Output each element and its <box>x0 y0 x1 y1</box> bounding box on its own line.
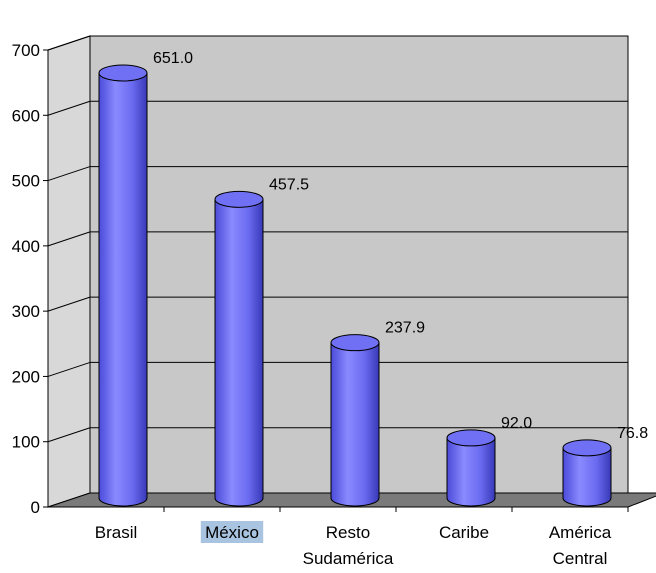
bar-cap <box>446 429 496 447</box>
bar <box>446 429 496 507</box>
y-tick-label: 700 <box>12 41 40 60</box>
bar-body <box>446 437 496 507</box>
labels: 0 100 200 300 400 500 600 700 651.0 Brasil 457.5 Mé… <box>12 41 649 568</box>
bar <box>562 439 612 507</box>
gridlines <box>47 35 628 443</box>
category-label: Sudamérica <box>303 549 394 568</box>
data-label: 457.5 <box>269 176 309 193</box>
gridline-side <box>47 100 91 116</box>
data-label: 92.0 <box>501 415 532 432</box>
bars <box>98 64 612 507</box>
category-label: Central <box>553 549 608 568</box>
data-label: 76.8 <box>617 425 648 442</box>
bar-cap <box>330 334 380 352</box>
category-label: América <box>549 523 612 542</box>
category-label: Brasil <box>95 523 138 542</box>
bar-cap <box>562 439 612 457</box>
gridline-side <box>47 231 91 247</box>
bar <box>330 334 380 507</box>
gridline-side <box>47 361 91 377</box>
bar-body <box>98 72 148 507</box>
category-label-highlight <box>200 521 264 543</box>
gridline-side <box>47 296 91 312</box>
y-tick-label: 500 <box>12 172 40 191</box>
bar <box>214 190 264 507</box>
y-tick-label: 400 <box>12 237 40 256</box>
data-label: 237.9 <box>385 320 425 337</box>
y-tick-label: 300 <box>12 302 40 321</box>
y-tick-label: 600 <box>12 106 40 125</box>
bar-cap <box>98 64 148 82</box>
bar <box>98 64 148 507</box>
category-label: Resto <box>326 523 370 542</box>
category-label: México <box>205 523 259 542</box>
category-label: Caribe <box>439 523 489 542</box>
y-tick-label: 200 <box>12 367 40 386</box>
bar-cap <box>214 190 264 208</box>
side-wall <box>47 35 91 508</box>
axes <box>43 49 629 512</box>
gridline-side <box>47 427 91 443</box>
bar-body <box>214 198 264 507</box>
data-label: 651.0 <box>153 50 193 67</box>
bar-body <box>330 342 380 507</box>
gridline-side <box>47 166 91 182</box>
y-tick-label: 100 <box>12 433 40 452</box>
bar-body <box>562 447 612 507</box>
gridline-side <box>47 35 91 51</box>
y-tick-label: 0 <box>31 498 40 517</box>
